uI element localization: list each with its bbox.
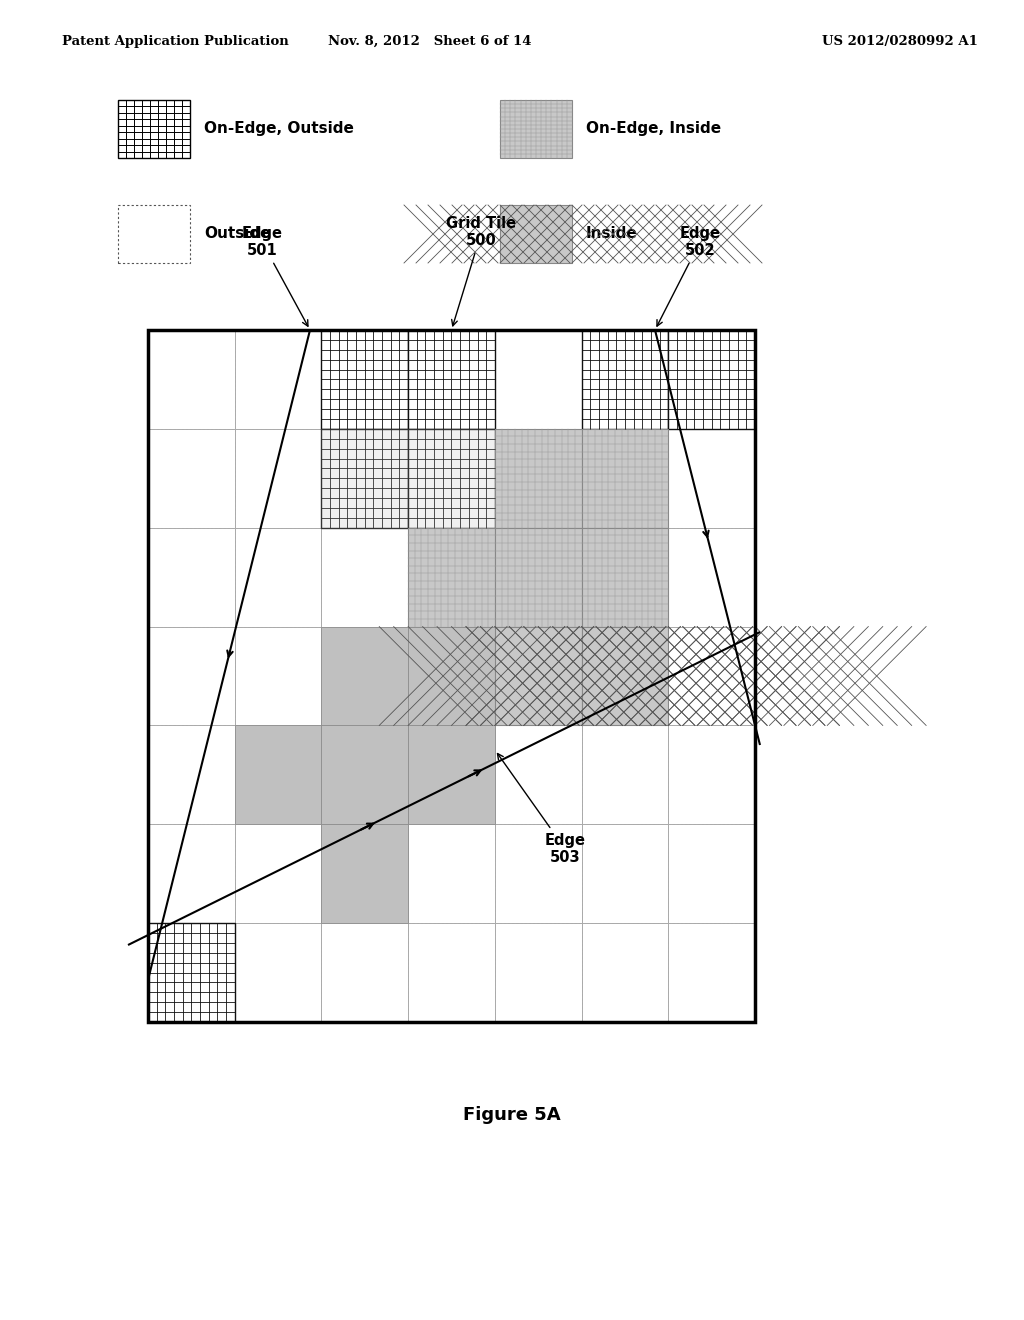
Bar [409,627,495,726]
Bar [148,528,234,627]
Text: Inside: Inside [586,227,638,242]
Text: On-Edge, Outside: On-Edge, Outside [204,121,354,136]
Bar [582,824,669,923]
Bar [322,824,409,923]
Bar [495,429,582,528]
Bar [234,923,322,1022]
Bar [148,330,755,1022]
Bar [669,726,755,824]
Bar [234,726,322,824]
Text: Patent Application Publication: Patent Application Publication [62,36,289,48]
Bar [322,726,409,824]
Bar [409,726,495,824]
Bar [409,923,495,1022]
Bar [234,429,322,528]
Bar [409,824,495,923]
Bar [322,330,409,429]
Bar [495,923,582,1022]
Bar [500,205,572,263]
Bar [495,627,582,726]
Text: Edge
501: Edge 501 [242,226,308,326]
Bar [582,627,669,726]
Bar [409,330,495,429]
Bar [322,824,409,923]
Bar [409,528,495,627]
Text: Figure 5A: Figure 5A [463,1106,561,1125]
Bar [495,429,582,528]
Bar [409,627,495,726]
Bar [118,205,190,263]
Bar [582,429,669,528]
Bar [409,429,495,528]
Bar [234,330,322,429]
Bar [582,627,669,726]
Bar [495,627,582,726]
Bar [409,429,495,528]
Bar [148,824,234,923]
Bar [409,726,495,824]
Bar [495,726,582,824]
Bar [322,923,409,1022]
Bar [234,627,322,726]
Bar [322,627,409,726]
Bar [322,429,409,528]
Bar [582,528,669,627]
Bar [409,330,495,429]
Bar [322,429,409,528]
Bar [669,923,755,1022]
Bar [669,528,755,627]
Bar [148,330,234,429]
Bar [234,726,322,824]
Bar [669,824,755,923]
Text: On-Edge, Inside: On-Edge, Inside [586,121,721,136]
Bar [409,528,495,627]
Bar [500,100,572,158]
Bar [582,429,669,528]
Bar [148,923,234,1022]
Bar [669,627,755,726]
Bar [582,330,669,429]
Bar [148,429,234,528]
Bar [322,528,409,627]
Bar [322,627,409,726]
Bar [322,330,409,429]
Bar [669,330,755,429]
Bar [495,528,582,627]
Bar [582,330,669,429]
Text: Outside: Outside [204,227,270,242]
Bar [582,528,669,627]
Bar [234,824,322,923]
Bar [669,330,755,429]
Bar [495,528,582,627]
Bar [495,824,582,923]
Text: Edge
503: Edge 503 [498,754,586,865]
Bar [582,726,669,824]
Bar [234,528,322,627]
Bar [495,330,582,429]
Bar [582,923,669,1022]
Bar [148,923,234,1022]
Bar [118,100,190,158]
Bar [148,726,234,824]
Bar [322,726,409,824]
Text: Grid Tile
500: Grid Tile 500 [446,215,516,326]
Bar [148,627,234,726]
Bar [669,429,755,528]
Text: US 2012/0280992 A1: US 2012/0280992 A1 [822,36,978,48]
Text: Edge
502: Edge 502 [657,226,721,326]
Text: Nov. 8, 2012   Sheet 6 of 14: Nov. 8, 2012 Sheet 6 of 14 [329,36,531,48]
